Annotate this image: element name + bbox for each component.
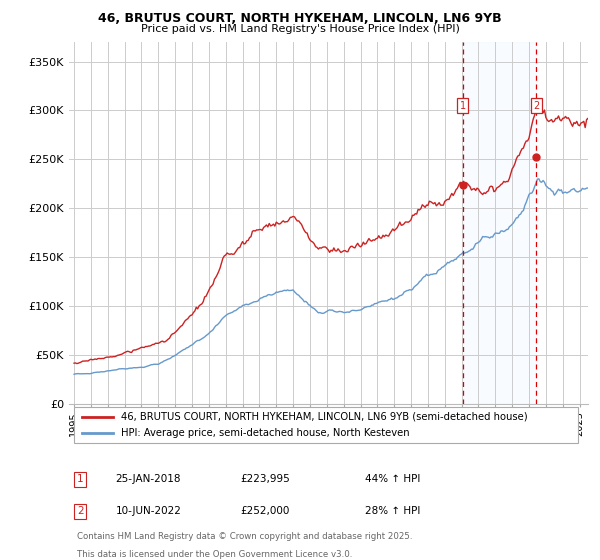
Text: 2: 2 — [77, 506, 83, 516]
Text: This data is licensed under the Open Government Licence v3.0.: This data is licensed under the Open Gov… — [77, 550, 352, 559]
Text: Price paid vs. HM Land Registry's House Price Index (HPI): Price paid vs. HM Land Registry's House … — [140, 24, 460, 34]
Text: Contains HM Land Registry data © Crown copyright and database right 2025.: Contains HM Land Registry data © Crown c… — [77, 532, 412, 541]
Text: 1: 1 — [460, 101, 466, 110]
Text: 1: 1 — [77, 474, 83, 484]
Text: 46, BRUTUS COURT, NORTH HYKEHAM, LINCOLN, LN6 9YB: 46, BRUTUS COURT, NORTH HYKEHAM, LINCOLN… — [98, 12, 502, 25]
Text: 28% ↑ HPI: 28% ↑ HPI — [365, 506, 420, 516]
Text: 46, BRUTUS COURT, NORTH HYKEHAM, LINCOLN, LN6 9YB (semi-detached house): 46, BRUTUS COURT, NORTH HYKEHAM, LINCOLN… — [121, 412, 527, 422]
FancyBboxPatch shape — [74, 407, 578, 443]
Text: £252,000: £252,000 — [240, 506, 290, 516]
Bar — [463, 42, 536, 404]
Text: 25-JAN-2018: 25-JAN-2018 — [116, 474, 181, 484]
Text: £223,995: £223,995 — [240, 474, 290, 484]
Text: 44% ↑ HPI: 44% ↑ HPI — [365, 474, 420, 484]
Text: 10-JUN-2022: 10-JUN-2022 — [116, 506, 182, 516]
Text: 2: 2 — [533, 101, 539, 110]
Text: HPI: Average price, semi-detached house, North Kesteven: HPI: Average price, semi-detached house,… — [121, 428, 410, 438]
